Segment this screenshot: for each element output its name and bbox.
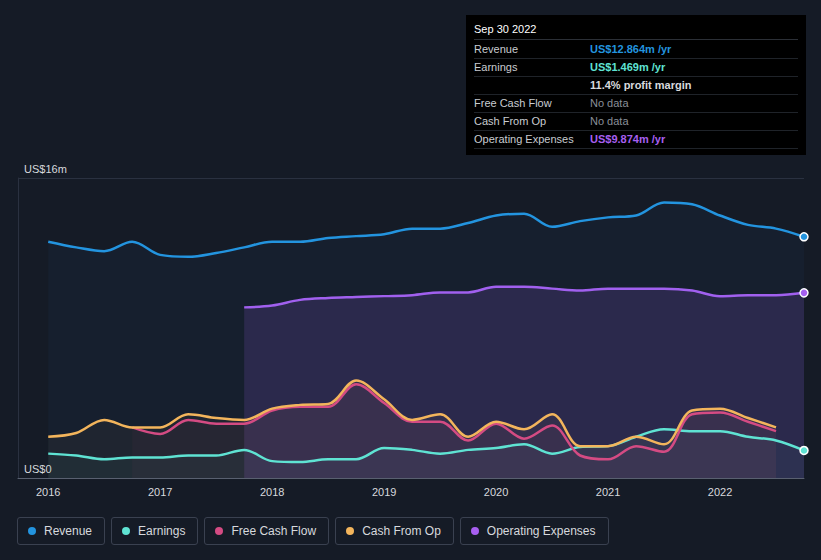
svg-text:2017: 2017 [148, 486, 172, 498]
html-text:11.4% profit margin: 11.4% profit margin [590, 79, 692, 91]
svg-text:2016: 2016 [36, 486, 60, 498]
html-text:No data: No data [590, 115, 629, 127]
html-text:US$9.874m /yr: US$9.874m /yr [590, 133, 666, 145]
svg-text:US$16m: US$16m [24, 163, 67, 175]
svg-text:US$0: US$0 [24, 463, 52, 475]
html-text:US$1.469m /yr: US$1.469m /yr [590, 61, 666, 73]
svg-text:2020: 2020 [484, 486, 508, 498]
html-text:Free Cash Flow: Free Cash Flow [474, 97, 552, 109]
svg-text:2019: 2019 [372, 486, 396, 498]
html-text:Free Cash Flow: Free Cash Flow [231, 524, 317, 538]
html-text:US$12.864m /yr: US$12.864m /yr [590, 43, 672, 55]
html-text:Cash From Op: Cash From Op [362, 524, 441, 538]
svg-text:2018: 2018 [260, 486, 284, 498]
html-text:Operating Expenses: Operating Expenses [486, 524, 596, 538]
html-text:No data: No data [590, 97, 629, 109]
svg-text:2021: 2021 [596, 486, 620, 498]
svg-text:2022: 2022 [708, 486, 732, 498]
html-text:Earnings: Earnings [138, 524, 186, 538]
html-text:Cash From Op: Cash From Op [474, 115, 547, 127]
html-text:Revenue: Revenue [44, 524, 92, 538]
html-text:Earnings: Earnings [474, 61, 518, 73]
html-text:Revenue: Revenue [474, 43, 518, 55]
html-text:Operating Expenses: Operating Expenses [474, 133, 574, 145]
html-text:Sep 30 2022: Sep 30 2022 [474, 23, 537, 35]
